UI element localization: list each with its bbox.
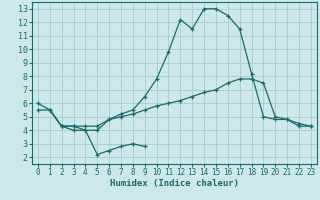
X-axis label: Humidex (Indice chaleur): Humidex (Indice chaleur): [110, 179, 239, 188]
